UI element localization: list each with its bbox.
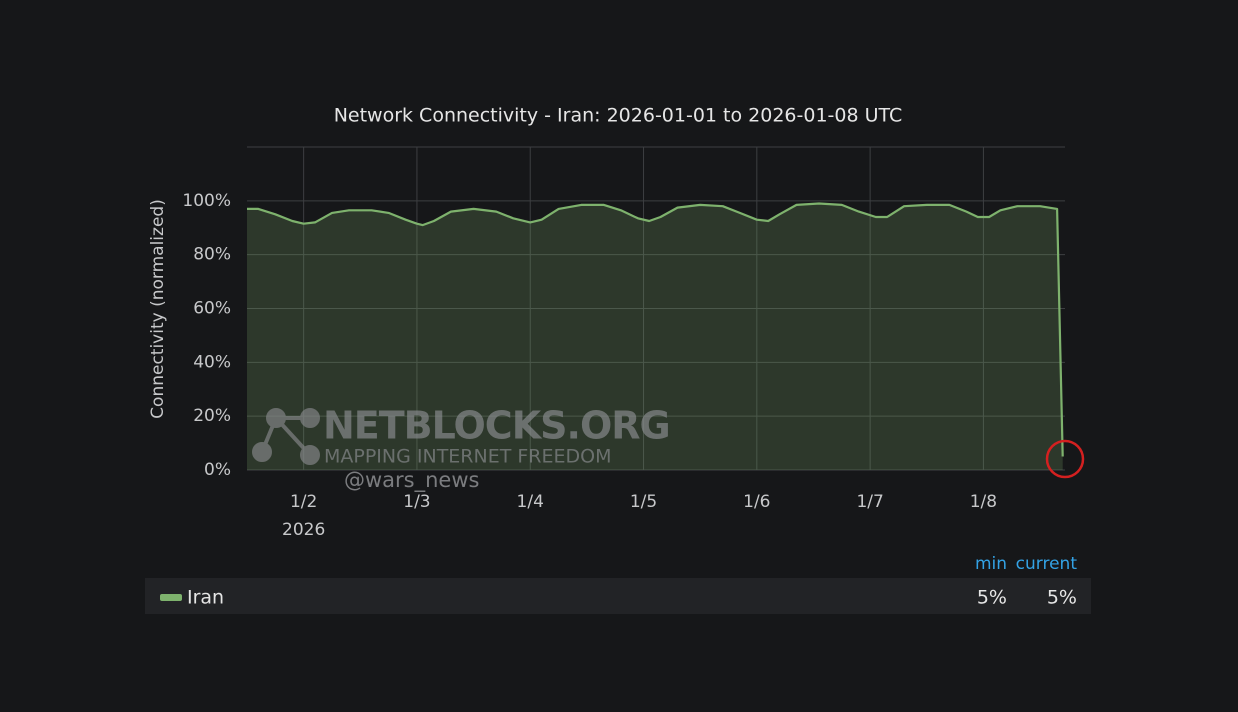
legend-header: min — [975, 554, 1007, 574]
y-tick-label: 60% — [193, 299, 231, 319]
y-tick-label: 0% — [204, 460, 231, 480]
legend-header: current — [1016, 554, 1078, 574]
x-year-label: 2026 — [282, 520, 325, 540]
highlight-circle — [1045, 439, 1085, 479]
legend-current: 5% — [1047, 587, 1077, 609]
y-tick-label: 100% — [182, 191, 231, 211]
y-tick-label: 80% — [193, 245, 231, 265]
legend-min: 5% — [977, 587, 1007, 609]
x-tick-label: 1/3 — [403, 492, 430, 512]
watermark-tagline: MAPPING INTERNET FREEDOM — [324, 446, 612, 468]
watermark-logo — [252, 408, 320, 465]
watermark-brand: NETBLOCKS.ORG — [323, 404, 670, 448]
watermark-handle: @wars_news — [344, 468, 479, 493]
x-tick-label: 1/7 — [856, 492, 883, 512]
legend-row — [145, 578, 1091, 614]
y-tick-label: 20% — [193, 406, 231, 426]
series-line — [247, 202, 1064, 457]
y-axis-label: Connectivity (normalized) — [148, 199, 168, 419]
x-tick-label: 1/4 — [517, 492, 544, 512]
chart-title: Network Connectivity - Iran: 2026-01-01 … — [334, 105, 903, 127]
watermark: NETBLOCKS.ORG MAPPING INTERNET FREEDOM @… — [252, 404, 671, 493]
legend-entry: Iran — [187, 587, 224, 609]
x-tick-label: 1/8 — [970, 492, 997, 512]
legend-swatch — [160, 594, 182, 601]
x-tick-label: 1/6 — [743, 492, 770, 512]
x-tick-label: 1/5 — [630, 492, 657, 512]
x-tick-label: 1/2 — [290, 492, 317, 512]
area-fill — [247, 203, 1063, 470]
y-tick-label: 40% — [193, 352, 231, 372]
